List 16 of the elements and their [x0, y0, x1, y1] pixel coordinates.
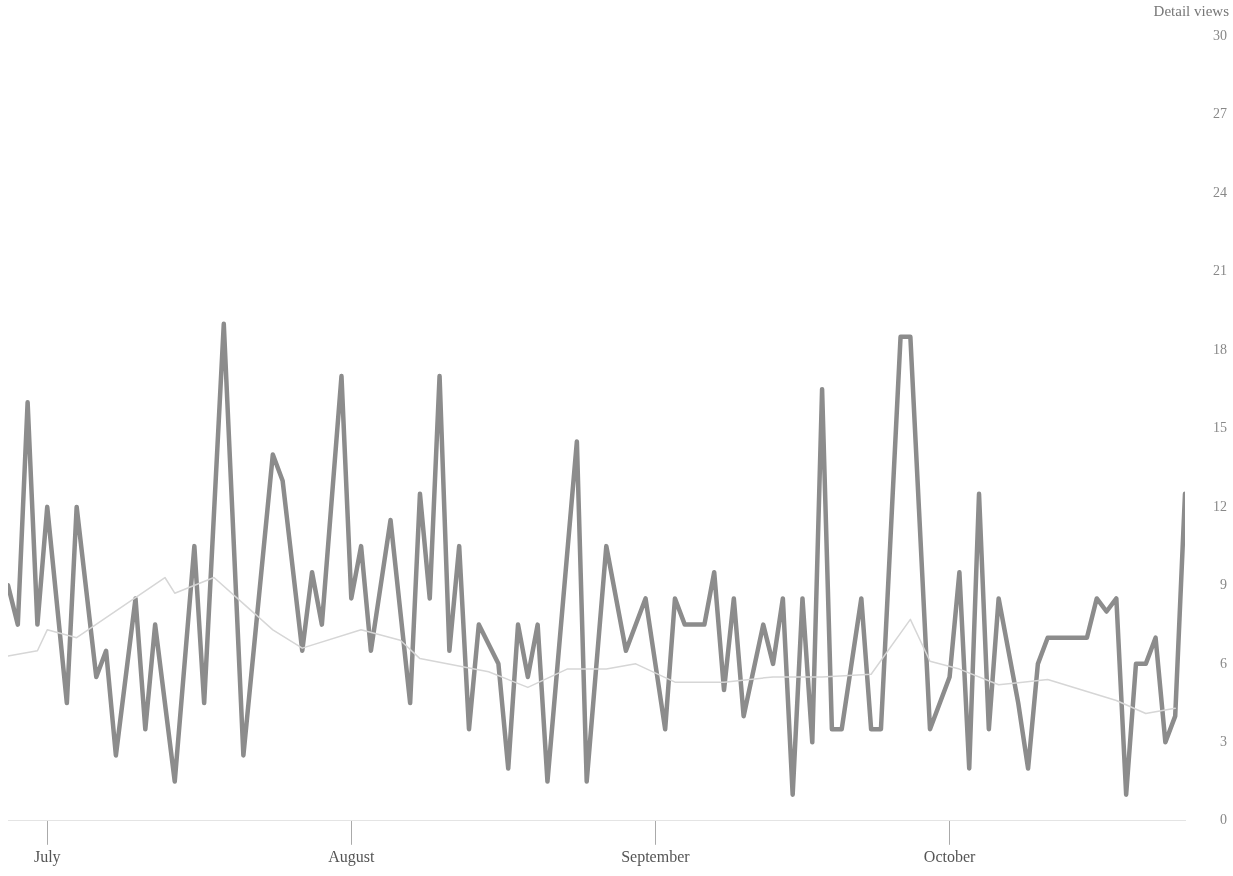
y-tick-label: 24 [1213, 184, 1227, 200]
y-tick-label: 6 [1220, 655, 1227, 671]
y-tick-label: 27 [1213, 106, 1227, 122]
y-tick-label: 18 [1213, 341, 1227, 357]
y-tick-label: 9 [1220, 577, 1227, 593]
x-tick-label: October [923, 847, 977, 865]
x-tick-label: July [33, 847, 61, 866]
y-tick-label: 30 [1213, 27, 1227, 43]
y-tick-label: 3 [1220, 733, 1227, 749]
x-tick-label: August [328, 847, 375, 866]
y-tick-label: 12 [1213, 498, 1227, 514]
y-axis-title: Detail views [1153, 3, 1230, 20]
y-tick-label: 15 [1213, 420, 1227, 436]
x-tick-label: September [621, 847, 691, 866]
y-tick-label: 0 [1220, 812, 1227, 828]
y-tick-label: 21 [1213, 263, 1227, 279]
